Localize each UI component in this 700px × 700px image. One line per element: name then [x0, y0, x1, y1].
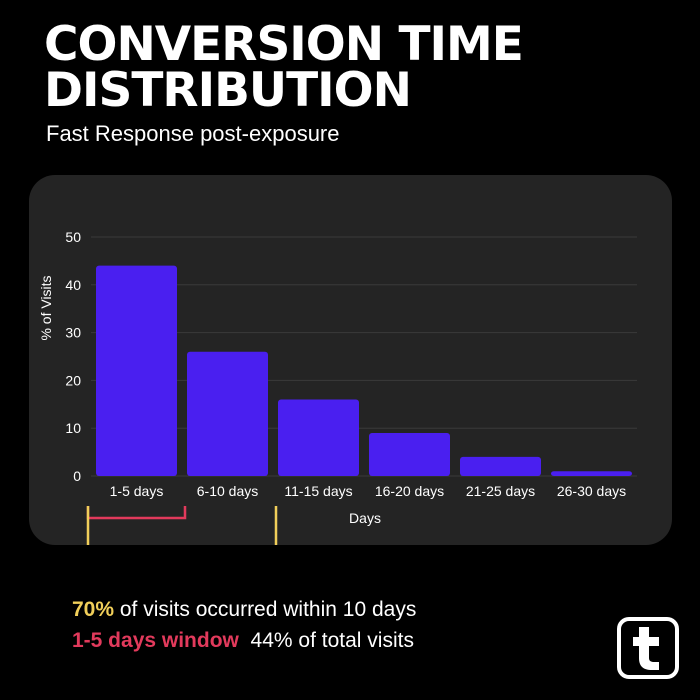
bracket-1-5-days [86, 506, 187, 520]
bar-11-15-days [278, 399, 359, 476]
bar-26-30-days [551, 471, 632, 476]
t-logo-icon [617, 617, 679, 679]
x-tick-label: 11-15 days [284, 483, 352, 499]
bar-layer [96, 265, 632, 476]
t-logo-glyph [633, 627, 659, 670]
x-tick-layer: 1-5 days 6-10 days 11-15 days 16-20 days 21-… [110, 483, 626, 499]
bar-1-5-days [96, 265, 177, 476]
y-tick-layer: 0 10 20 30 40 50 [65, 229, 81, 484]
y-tick-label: 40 [65, 277, 81, 293]
grid-layer [91, 236, 637, 477]
y-axis-label: % of Visits [38, 275, 54, 340]
bar-21-25-days [460, 456, 541, 476]
x-tick-label: 26-30 days [557, 483, 626, 499]
x-tick-label: 21-25 days [466, 483, 535, 499]
bar-6-10-days [187, 351, 268, 476]
y-tick-label: 50 [65, 229, 81, 245]
title-line-2: DISTRIBUTION [44, 63, 412, 118]
x-tick-label: 6-10 days [197, 483, 258, 499]
annotation-line-1: 70% of visits occurred within 10 days [72, 598, 416, 622]
y-tick-label: 30 [65, 325, 81, 341]
x-tick-label: 1-5 days [110, 483, 164, 499]
y-tick-label: 20 [65, 372, 81, 388]
y-tick-label: 10 [65, 420, 81, 436]
subtitle: Fast Response post-exposure [46, 121, 340, 146]
bracket-first-10-days [86, 506, 278, 545]
page-title: CONVERSION TIME DISTRIBUTION [44, 17, 524, 118]
annotation-2-highlight: 1-5 days window [72, 629, 239, 652]
annotation-1-text: of visits occurred within 10 days [114, 598, 417, 621]
annotation-1-highlight: 70% [72, 598, 115, 621]
title-line-1: CONVERSION TIME [44, 17, 524, 72]
chart-card: 0 10 20 30 40 50 1-5 days 6-10 days 11-15 days 1… [29, 175, 672, 545]
bracket-layer [86, 506, 278, 545]
x-axis-label: Days [349, 510, 381, 526]
annotation-line-2: 1-5 days window 44% of total visits [72, 629, 414, 653]
x-tick-label: 16-20 days [375, 483, 444, 499]
bar-16-20-days [369, 432, 450, 476]
annotation-2-text: 44% of total visits [250, 629, 414, 652]
y-tick-label: 0 [73, 468, 81, 484]
